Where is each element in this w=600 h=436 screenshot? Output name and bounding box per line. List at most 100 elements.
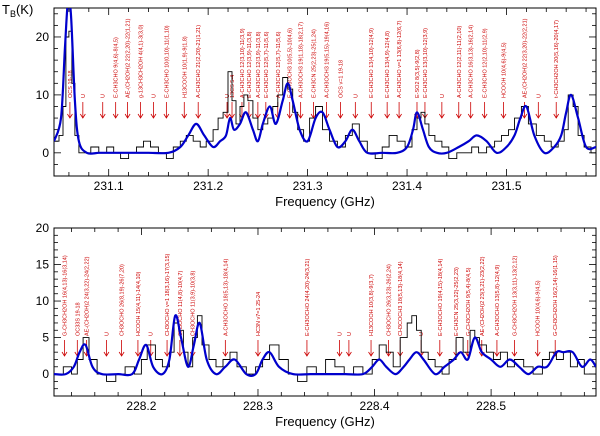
top-marker-label: U bbox=[81, 94, 87, 98]
bottom-marker-label: OC33S 19-18 bbox=[75, 302, 81, 336]
top-marker-arrowhead bbox=[439, 113, 445, 119]
bottom-marker-arrowhead bbox=[255, 351, 261, 357]
plot-frame-top bbox=[53, 7, 597, 177]
top-tick-labels: 231.1 231.2 231.3 231.4 231.5 0 10 20 bbox=[36, 30, 522, 193]
bottom-marker-arrowhead bbox=[494, 351, 500, 357]
top-marker-arrowhead bbox=[181, 113, 188, 119]
top-line-marker: A-CH3CHO 12(3,10)-11(3,9) bbox=[239, 28, 246, 119]
top-xtick-label: 231.4 bbox=[392, 179, 422, 193]
top-line-marker: A-CH3CHO 21(2,20)-21(1,21) bbox=[195, 25, 202, 119]
top-marker-arrowhead bbox=[455, 113, 462, 119]
top-marker-arrowhead bbox=[553, 113, 560, 119]
bottom-marker-arrowhead bbox=[511, 351, 518, 357]
top-marker-label: E-CH3CHO 12(3,9)-11(3,8) bbox=[247, 31, 253, 98]
bottom-marker-arrowhead bbox=[534, 351, 541, 357]
top-line-marker: H13COOH 10(1,9)-9(1,8) bbox=[181, 36, 188, 119]
top-line-marker: g-13CH3CH2OH 4(4,1)-3(3,0) bbox=[137, 24, 145, 119]
top-line-marker: A-CH3CHO 12(2,11)-11(2,10) bbox=[455, 26, 463, 119]
top-line-marker: U bbox=[535, 94, 542, 119]
top-marker-label: A-CH3CHO 12(2,11)-11(2,10) bbox=[457, 26, 463, 98]
bottom-marker-arrowhead bbox=[552, 351, 559, 357]
top-marker-label: U bbox=[151, 94, 157, 98]
bottom-marker-label: U bbox=[347, 332, 353, 336]
bottom-ytick-label: 20 bbox=[36, 221, 50, 235]
top-marker-arrowhead bbox=[163, 113, 170, 119]
bottom-model-spectrum bbox=[54, 314, 596, 377]
bottom-marker-label: CH3OCHO 26(3,23)-26(2,24) bbox=[387, 264, 393, 336]
top-xtick-label: 231.3 bbox=[293, 179, 323, 193]
top-marker-label: HCOOH 10(4,6)-9(4,5) bbox=[502, 42, 508, 98]
bottom-line-marker: CH3OCHO 26(3,23)-26(2,24) bbox=[385, 264, 393, 357]
bottom-line-marker: G-CH3CH2OH 9(5,4)-8(4,5) bbox=[464, 267, 472, 357]
top-line-marker: A-CH3OCH3 19(5,15)-19(4,16) bbox=[323, 22, 330, 119]
top-ticks bbox=[54, 8, 596, 177]
top-observed-spectrum bbox=[54, 30, 596, 160]
bottom-marker-label: H13COOH 10(3,8)-9(3,7) bbox=[369, 274, 375, 336]
bottom-line-marker: CH3OCHO 11(4,8)-10(4,7) bbox=[177, 271, 184, 357]
bottom-marker-label: G-CH3CH2OH 16(4,13)-16(3,14) bbox=[62, 255, 68, 336]
top-marker-label: E-CH3CHO 13(4,9)-12(4,8) bbox=[385, 31, 391, 98]
top-marker-label: E-CH3CHO 13(4,10)-12(4,9) bbox=[369, 28, 375, 98]
bottom-ticks bbox=[54, 227, 596, 397]
top-line-marker: AE-(CH2OH)2 22(2,20)-22(1,21) bbox=[124, 18, 132, 119]
top-marker-label: t-CH3CH2OH 20(5,16)-20(4,17) bbox=[554, 20, 560, 98]
bottom-marker-label: G-CH3CH2OH 13(3,11)-13(2,12) bbox=[512, 256, 518, 336]
top-line-marker: U bbox=[80, 94, 87, 119]
top-marker-label: A-CH3CHO 21(2,20)-21(1,21) bbox=[196, 25, 202, 98]
top-marker-label: A-CH3CHO 12(3,9)-11(3,8) bbox=[256, 31, 262, 98]
bottom-marker-label: HCOOH 15(4,11)-14(4,10) bbox=[136, 271, 142, 336]
top-marker-arrowhead bbox=[384, 113, 390, 119]
bottom-line-marker: AE-(CH2OH)2 23(3,21)-23(2,22) bbox=[478, 256, 486, 357]
bottom-line-marker: CH3COCH3 18(5,13)-18(4,14) bbox=[397, 261, 404, 357]
top-marker-arrowhead bbox=[124, 113, 131, 119]
bottom-marker-label: CH3OCHO v=1 18(3,16)-17(3,15) bbox=[165, 253, 171, 336]
top-line-marker: E-CH3CHO 13(4,10)-12(4,9) bbox=[368, 28, 375, 119]
bottom-xtick-label: 228.5 bbox=[476, 399, 506, 413]
top-marker-label: A-CH3OCH3 19(5,15)-19(4,16) bbox=[324, 22, 330, 98]
top-line-marker: U bbox=[99, 94, 107, 119]
top-marker-label: U bbox=[101, 94, 107, 98]
top-ylabel: TB(K) bbox=[2, 2, 33, 19]
top-marker-label: U bbox=[353, 94, 359, 98]
bottom-annotations: G-CH3CH2OH 16(4,13)-16(3,14) OC33S 19-18 A… bbox=[61, 253, 559, 357]
top-marker-arrowhead bbox=[286, 113, 293, 119]
bottom-marker-label: HC3N v7=1 25-24 bbox=[256, 292, 262, 336]
top-line-marker: A-CH3CHO 12(3,9)-11(3,8) bbox=[255, 31, 262, 119]
top-marker-label: E-CH3CHO 12(5,7)-11(5,6) bbox=[264, 31, 270, 98]
top-series bbox=[54, 8, 596, 160]
top-marker-label: A-CH3CHO 16(3,13)-16(2,14) bbox=[469, 25, 475, 98]
bottom-marker-label: E-CH3OCHO 19(4,15)-18(4,14) bbox=[438, 258, 444, 336]
bottom-marker-arrowhead bbox=[61, 351, 68, 357]
top-marker-label: E-CH3CHO 13(3,10)-12(3,9) bbox=[423, 28, 429, 98]
top-marker-arrowhead bbox=[80, 113, 86, 119]
top-marker-arrowhead bbox=[67, 113, 73, 119]
top-marker-arrowhead bbox=[297, 113, 304, 119]
bottom-line-marker: A-CH3OCHO 18(5,13)-18(4,14) bbox=[222, 258, 229, 357]
bottom-line-marker: E-CH3OCHO 24(4,20)-24(3,21) bbox=[304, 258, 311, 357]
bottom-xtick-label: 228.4 bbox=[360, 399, 390, 413]
bottom-marker-arrowhead bbox=[368, 351, 374, 357]
bottom-line-marker: A-CH3OCHO 13(5,8)-12(4,9) bbox=[494, 265, 501, 357]
top-marker-arrowhead bbox=[352, 113, 359, 119]
panel-bottom: G-CH3CH2OH 16(4,13)-16(3,14) OC33S 19-18 A… bbox=[36, 221, 597, 429]
top-marker-arrowhead bbox=[150, 113, 157, 119]
bottom-marker-label: U bbox=[338, 332, 344, 336]
bottom-marker-label: G-CH3CH2OH 16(2,14)-16(1,15) bbox=[553, 255, 559, 336]
bottom-marker-label: U bbox=[149, 332, 155, 336]
bottom-line-marker: HCOOH 15(4,11)-14(4,10) bbox=[135, 271, 142, 357]
top-marker-arrowhead bbox=[137, 113, 144, 119]
top-marker-arrowhead bbox=[535, 113, 542, 119]
top-line-marker: U bbox=[150, 94, 157, 119]
bottom-marker-label: A-CH3OCHO 13(5,8)-12(4,9) bbox=[495, 265, 501, 336]
top-marker-label: U bbox=[440, 94, 446, 98]
bottom-ytick-label: 10 bbox=[36, 294, 50, 308]
top-marker-arrowhead bbox=[481, 113, 488, 119]
top-marker-arrowhead bbox=[224, 113, 230, 119]
top-line-marker: OCS v=1 19-18 bbox=[337, 60, 344, 119]
bottom-marker-arrowhead bbox=[135, 351, 141, 357]
top-marker-label: A-CH3OCH3 19(1,18)-18(2,17) bbox=[299, 22, 305, 98]
bottom-line-marker: H13COOH 10(3,8)-9(3,7) bbox=[368, 274, 375, 357]
bottom-marker-arrowhead bbox=[336, 351, 343, 357]
bottom-marker-label: AE-(CH2OH)2 24(3,22)-24(2,22) bbox=[85, 256, 91, 336]
top-line-marker: A-CH3CHO v=1 13(6,8)-12(6,7) bbox=[396, 20, 403, 119]
